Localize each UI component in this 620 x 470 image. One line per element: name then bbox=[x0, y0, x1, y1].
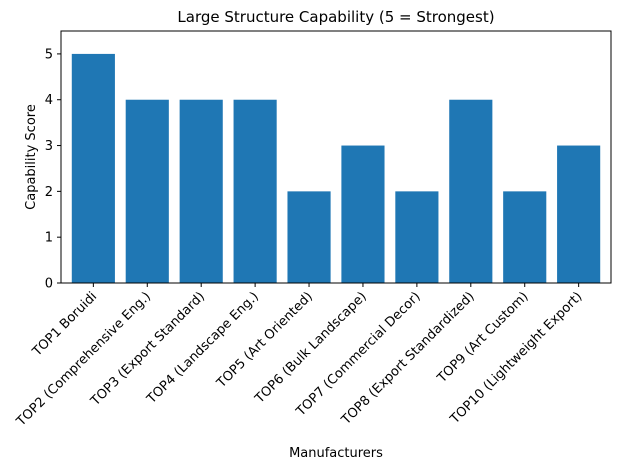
x-tick-label: TOP9 (Art Custom) bbox=[434, 289, 531, 386]
x-axis-label: Manufacturers bbox=[289, 446, 383, 461]
bar-6 bbox=[341, 145, 385, 283]
y-tick-label: 4 bbox=[45, 93, 53, 108]
chart-title: Large Structure Capability (5 = Stronges… bbox=[177, 8, 494, 26]
bar-1 bbox=[71, 53, 115, 284]
bar-9 bbox=[503, 191, 547, 283]
axes-frame bbox=[60, 30, 612, 284]
y-tick-label: 0 bbox=[45, 277, 53, 292]
bar-5 bbox=[287, 191, 331, 283]
x-tick-label: TOP5 (Art Oriented) bbox=[213, 289, 315, 391]
y-tick-label: 2 bbox=[45, 185, 53, 200]
y-tick-label: 3 bbox=[45, 139, 53, 154]
x-tick-label: TOP4 (Landscape Eng.) bbox=[144, 289, 262, 407]
bar-8 bbox=[449, 99, 493, 284]
x-tick-label: TOP6 (Bulk Landscape) bbox=[252, 289, 370, 407]
bar-4 bbox=[233, 99, 277, 284]
y-tick-label: 1 bbox=[45, 231, 53, 246]
bar-3 bbox=[179, 99, 223, 284]
bar-10 bbox=[557, 145, 601, 283]
bar-7 bbox=[395, 191, 439, 283]
y-tick-label: 5 bbox=[45, 47, 53, 62]
y-axis-ticks: 0 1 2 3 4 5 bbox=[45, 47, 61, 292]
y-axis-label: Capability Score bbox=[24, 104, 39, 210]
bar-2 bbox=[125, 99, 169, 284]
bars-layer bbox=[71, 53, 601, 284]
